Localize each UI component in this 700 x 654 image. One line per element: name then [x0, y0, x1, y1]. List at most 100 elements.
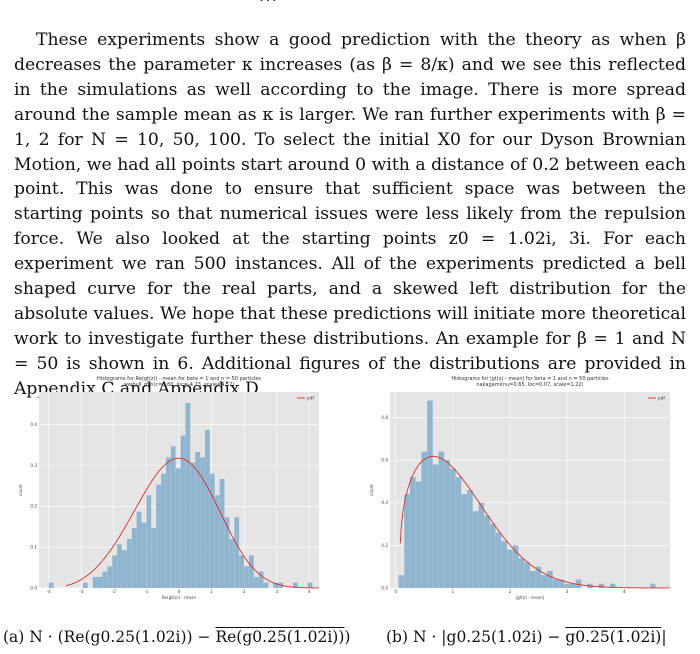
- y-tick-label: 0.4: [30, 422, 37, 427]
- y-tick-label: 0.3: [30, 463, 37, 468]
- histogram-bar: [117, 544, 122, 588]
- histogram-bar: [484, 515, 490, 588]
- histogram-bar: [122, 550, 127, 588]
- pdf-curve: [399, 455, 670, 589]
- histogram-bar: [48, 582, 54, 588]
- histogram-bar: [141, 522, 147, 588]
- histogram-bar: [432, 464, 439, 588]
- paragraph-text: These experiments show a good prediction…: [14, 30, 686, 399]
- histogram-bar: [524, 562, 530, 588]
- y-tick-label: 0.4: [381, 500, 388, 505]
- figure-a: Histograms for Re(gt(z)) - mean for beta…: [15, 368, 333, 600]
- histogram-bar: [650, 583, 656, 588]
- histogram-bar: [249, 555, 254, 588]
- x-tick-label: -2: [112, 589, 117, 594]
- histogram-bar: [501, 541, 507, 588]
- histogram-bar: [165, 457, 171, 588]
- x-axis-label: Re(gt(z)) - mean: [162, 595, 197, 600]
- y-tick-label: 0.1: [30, 545, 37, 550]
- x-tick-label: 1: [452, 589, 455, 594]
- histogram-bar: [292, 582, 298, 588]
- histogram-bar: [234, 517, 240, 588]
- histogram-bar: [131, 527, 137, 588]
- histogram-bar: [258, 571, 264, 588]
- x-tick-label: -1: [144, 589, 149, 594]
- histogram-bar: [564, 583, 570, 588]
- top-fragment-text: — — ...: [210, 0, 278, 6]
- x-tick-label: -3: [79, 589, 84, 594]
- histogram-bar: [547, 570, 553, 588]
- histogram-bar: [472, 511, 479, 588]
- caption-b-overline: g0.25(1.02i): [565, 628, 662, 646]
- histogram-bar: [427, 400, 433, 588]
- x-tick-label: 1: [210, 589, 213, 594]
- histogram-bar: [570, 583, 576, 588]
- histogram-bar: [219, 478, 225, 588]
- x-tick-label: 3: [275, 589, 278, 594]
- caption-a-close: ): [344, 628, 351, 646]
- histogram-bar: [190, 462, 196, 588]
- y-axis-label: count: [369, 484, 374, 496]
- x-tick-label: 2: [509, 589, 512, 594]
- histogram-bar: [112, 555, 117, 588]
- histogram-bar: [535, 566, 542, 588]
- histogram-bar: [185, 403, 191, 588]
- top-text-fragment: — — ...: [0, 0, 700, 28]
- caption-b-text: N · |g0.25(1.02i) −: [412, 628, 566, 646]
- histogram-bar: [273, 582, 279, 588]
- histogram-bar: [161, 473, 166, 588]
- histogram-bar: [200, 457, 205, 588]
- histogram-bar: [450, 468, 456, 588]
- histogram-bar: [136, 511, 142, 588]
- histogram-bar: [146, 495, 152, 588]
- body-paragraph: These experiments show a good prediction…: [14, 28, 686, 402]
- histogram-bar: [97, 576, 103, 588]
- histogram-bar: [175, 468, 181, 588]
- histogram-bar: [575, 579, 582, 588]
- caption-a-text: N · (Re(g0.25(1.02i)) −: [29, 628, 216, 646]
- caption-b: (b) N · |g0.25(1.02i) − g0.25(1.02i)|: [386, 628, 667, 646]
- histogram-bar: [398, 575, 405, 588]
- histogram-bar: [404, 494, 410, 588]
- histogram-bar: [224, 517, 230, 588]
- histogram-bar: [209, 473, 215, 588]
- histogram-bar: [461, 494, 467, 588]
- histogram-bar: [263, 582, 269, 588]
- histogram-bar: [229, 539, 235, 588]
- histogram-bar: [307, 582, 313, 588]
- x-tick-label: 0: [394, 589, 397, 594]
- y-tick-label: 0.8: [381, 415, 388, 420]
- y-tick-label: 0.0: [381, 585, 388, 590]
- y-tick-label: 0.6: [381, 458, 388, 463]
- histogram-bar: [180, 435, 186, 588]
- histogram-bar: [239, 555, 244, 588]
- histogram-bar: [82, 582, 88, 588]
- x-axis-label: |gt(z) - mean|: [516, 595, 545, 600]
- histogram-bar: [205, 429, 210, 588]
- chart-subtitle: nakagami(nu=0.65, loc=0.07, scale=1.22): [476, 382, 583, 388]
- y-axis-label: count: [18, 484, 23, 496]
- chart-subtitle: weibull_min(c=3.80, loc=-4.23, scale=4.5…: [124, 382, 235, 388]
- x-tick-label: 0: [178, 589, 181, 594]
- x-tick-label: 2: [243, 589, 246, 594]
- pdf-curve: [65, 457, 320, 589]
- x-tick-label: 4: [308, 589, 311, 594]
- legend-label: pdf: [307, 396, 314, 401]
- histogram-bar: [156, 484, 161, 588]
- histogram-bar: [512, 545, 519, 588]
- histogram-bar: [455, 477, 462, 588]
- caption-a-label: (a): [3, 628, 30, 646]
- histogram-bar: [444, 460, 450, 588]
- caption-a-overline: Re(g0.25(1.02i)): [215, 628, 345, 646]
- histogram-bar: [92, 576, 98, 588]
- x-tick-label: 4: [623, 589, 626, 594]
- histogram-absolute-value: Histograms for |gt(z) - mean| for beta =…: [369, 376, 670, 600]
- histogram-bar: [244, 566, 249, 588]
- histogram-bar: [195, 452, 201, 588]
- histogram-bar: [507, 549, 513, 588]
- caption-b-label: (b): [386, 628, 413, 646]
- histogram-bar: [490, 524, 496, 588]
- histogram-real-part: Histograms for Re(gt(z)) - mean for beta…: [18, 376, 320, 600]
- x-tick-label: -4: [47, 589, 52, 594]
- histogram-bar: [518, 558, 525, 588]
